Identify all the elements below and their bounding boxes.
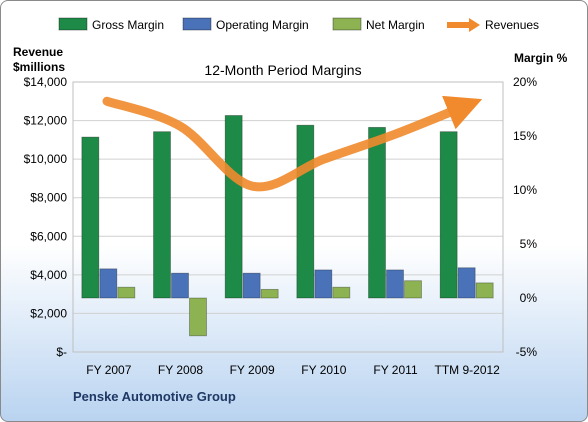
right-tick-label: 5% <box>520 237 538 251</box>
legend-swatch-gross-margin <box>58 17 88 31</box>
left-axis-title-line1: Revenue <box>13 45 63 59</box>
bar-net-margin <box>189 297 207 337</box>
legend-label-net-margin: Net Margin <box>366 18 425 32</box>
bar-operating-margin <box>242 272 261 299</box>
left-tick-label: $- <box>56 345 67 359</box>
revenue-line <box>102 95 483 192</box>
left-tick-label: $6,000 <box>30 229 67 243</box>
legend-arrow-revenues <box>469 18 480 32</box>
bar-gross-margin <box>368 126 386 299</box>
bar-operating-margin <box>99 268 118 299</box>
left-tick-label: $2,000 <box>30 306 67 320</box>
bar-net-margin <box>260 288 279 299</box>
legend-label-revenues: Revenues <box>485 18 539 32</box>
left-axis-title-line2: $millions <box>13 60 65 74</box>
bar-net-margin <box>117 286 136 299</box>
bar-operating-margin <box>171 272 189 299</box>
bar-operating-margin <box>457 267 476 299</box>
right-tick-label: -5% <box>516 345 538 359</box>
gridlines <box>72 81 504 353</box>
bar-net-margin <box>332 286 351 299</box>
category-label: FY 2010 <box>301 363 346 377</box>
bar-gross-margin <box>224 115 243 299</box>
bar-operating-margin <box>386 269 404 299</box>
right-tick-label: 10% <box>513 183 537 197</box>
company-name: Penske Automotive Group <box>73 389 236 404</box>
bar-gross-margin <box>296 124 315 299</box>
left-tick-label: $4,000 <box>30 268 67 282</box>
left-tick-label: $10,000 <box>24 152 68 166</box>
axes: $- $2,000 $4,000 $6,000 $8,000 $10,000 $12,000… <box>24 75 538 377</box>
left-tick-label: $8,000 <box>30 191 67 205</box>
category-label: FY 2011 <box>373 363 418 377</box>
bar-net-margin <box>475 282 494 299</box>
right-axis-title: Margin % <box>514 51 568 65</box>
bar-series <box>81 115 494 337</box>
bar-gross-margin <box>153 131 171 299</box>
bar-gross-margin <box>439 131 458 299</box>
legend-label-gross-margin: Gross Margin <box>92 18 164 32</box>
category-label: FY 2009 <box>230 363 275 377</box>
revenues-line-path <box>102 95 483 192</box>
left-tick-label: $14,000 <box>24 75 68 89</box>
category-label: FY 2008 <box>158 363 203 377</box>
right-tick-label: 0% <box>520 291 538 305</box>
plot-frame <box>72 81 504 353</box>
bar-net-margin <box>404 280 422 299</box>
legend-swatch-net-margin <box>332 17 362 31</box>
legend-swatch-operating-margin <box>182 17 212 31</box>
bar-gross-margin <box>81 136 100 299</box>
right-tick-label: 20% <box>513 75 537 89</box>
bar-operating-margin <box>314 269 333 299</box>
legend-label-operating-margin: Operating Margin <box>216 18 309 32</box>
legend: Gross Margin Operating Margin Net Margin Re… <box>58 17 539 32</box>
right-tick-label: 15% <box>513 129 537 143</box>
category-label: TTM 9-2012 <box>434 363 500 377</box>
category-label: FY 2007 <box>86 363 131 377</box>
chart-title: 12-Month Period Margins <box>204 62 361 78</box>
left-tick-label: $12,000 <box>24 114 68 128</box>
